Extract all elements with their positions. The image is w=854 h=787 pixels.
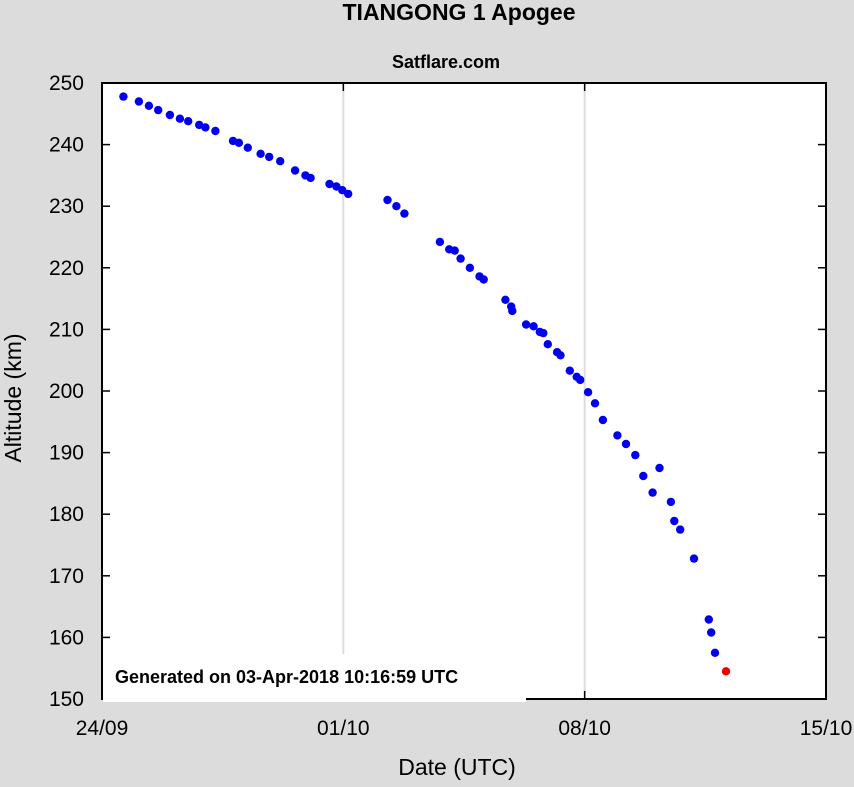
y-tick-label: 180 — [49, 503, 84, 526]
data-point — [290, 166, 300, 175]
axis-ticks: 24/09 01/10 08/10 15/10 150 160 170 180 190 200 21… — [49, 72, 852, 740]
data-point — [256, 149, 265, 158]
y-tick-label: 230 — [49, 195, 84, 218]
y-tick-label: 160 — [49, 626, 84, 649]
data-point — [583, 388, 593, 397]
data-point — [306, 173, 315, 183]
data-point — [576, 375, 585, 385]
data-point — [598, 415, 608, 425]
latest-data-point — [721, 667, 731, 676]
data-point — [666, 497, 676, 507]
data-point — [710, 648, 720, 657]
data-point — [184, 117, 193, 126]
data-point — [450, 246, 459, 255]
data-point — [689, 554, 699, 563]
data-point — [154, 105, 163, 115]
y-tick-label: 200 — [49, 380, 84, 403]
data-point — [479, 275, 488, 284]
x-tick-label: 15/10 — [800, 717, 853, 740]
y-tick-label: 190 — [49, 442, 84, 465]
data-point — [508, 306, 517, 316]
data-point — [134, 97, 144, 106]
data-point — [590, 399, 600, 408]
data-point — [707, 628, 716, 637]
y-axis-label: Altitude (km) — [0, 333, 26, 462]
data-point — [704, 615, 713, 624]
note-box — [103, 654, 526, 702]
data-point — [565, 366, 574, 375]
data-point — [543, 340, 552, 349]
y-tick-label: 220 — [49, 257, 84, 280]
data-point — [144, 101, 154, 111]
data-point — [465, 263, 475, 272]
x-tick-label: 01/10 — [317, 717, 370, 740]
data-point — [529, 322, 538, 331]
data-point — [175, 114, 185, 123]
generated-note: Generated on 03-Apr-2018 10:16:59 UTC — [103, 654, 526, 702]
note-text: Generated on 03-Apr-2018 10:16:59 UTC — [115, 667, 458, 687]
data-point — [556, 351, 565, 360]
x-tick-label: 24/09 — [76, 717, 129, 740]
y-tick-label: 170 — [49, 565, 84, 588]
y-tick-label: 150 — [49, 688, 84, 711]
data-point — [276, 157, 285, 166]
data-point — [613, 431, 622, 440]
data-point — [383, 195, 392, 205]
data-point — [521, 320, 531, 329]
data-point — [435, 237, 445, 247]
data-points — [119, 92, 731, 676]
data-point — [265, 152, 274, 162]
data-point — [670, 516, 679, 526]
data-point — [648, 488, 657, 497]
y-tick-label: 210 — [49, 318, 84, 341]
data-point — [243, 143, 252, 152]
data-point — [639, 471, 648, 481]
data-point — [655, 463, 664, 473]
data-point — [501, 295, 510, 304]
y-tick-label: 240 — [49, 134, 84, 157]
data-point — [539, 328, 548, 338]
data-point — [344, 189, 353, 199]
chart-subtitle: Satflare.com — [392, 52, 500, 72]
y-tick-label: 250 — [49, 72, 84, 95]
data-point — [201, 123, 210, 132]
x-tick-label: 08/10 — [558, 717, 611, 740]
data-point — [456, 254, 465, 263]
data-point — [392, 202, 401, 211]
data-point — [621, 439, 631, 449]
data-point — [119, 92, 128, 101]
data-point — [676, 525, 685, 534]
plot-area — [102, 83, 826, 699]
data-point — [234, 138, 244, 147]
data-point — [631, 450, 640, 460]
chart-title: TIANGONG 1 Apogee — [343, 0, 576, 25]
data-point — [400, 209, 409, 218]
x-axis-label: Date (UTC) — [398, 754, 516, 780]
data-point — [211, 126, 220, 136]
data-point — [325, 179, 334, 189]
data-point — [165, 110, 175, 120]
